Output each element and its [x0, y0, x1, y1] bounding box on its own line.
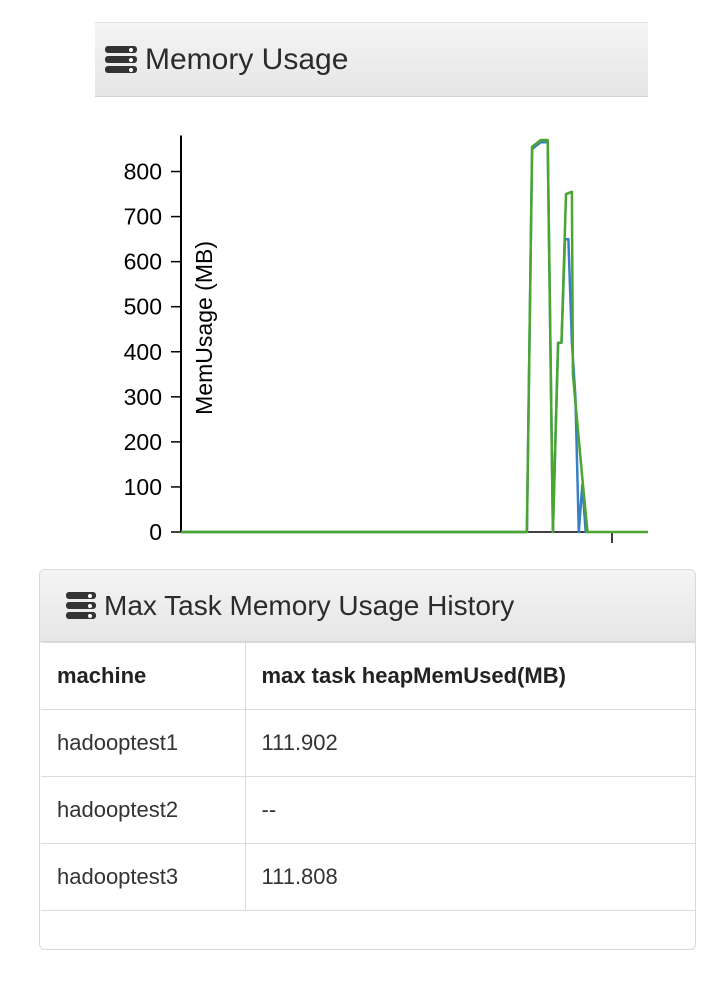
history-panel-header: Max Task Memory Usage History	[40, 570, 695, 642]
table-row: hadooptest2 --	[41, 776, 695, 844]
history-panel-title: Max Task Memory Usage History	[104, 589, 515, 621]
column-header-heap: max task heapMemUsed(MB)	[244, 642, 695, 710]
heap-value-cell: 111.902	[244, 709, 695, 777]
heap-value-cell: 111.808	[244, 843, 695, 911]
machine-cell: hadooptest2	[41, 776, 246, 844]
series-line-2	[181, 138, 648, 534]
database-icon	[66, 592, 96, 619]
column-header-machine: machine	[41, 642, 246, 710]
y-axis-label: MemUsage (MB)	[191, 241, 217, 415]
machine-cell: hadooptest1	[41, 709, 246, 777]
table-row: hadooptest1 111.902	[41, 709, 695, 777]
y-tick-label: 0	[149, 519, 162, 545]
y-tick-label: 800	[124, 159, 162, 185]
y-tick-label: 500	[124, 294, 162, 320]
memory-usage-chart: 0 100 200 300 400 500 600 700 800 MemUsage (MB)	[124, 135, 648, 545]
machine-cell: hadooptest3	[41, 843, 246, 911]
table-header-row: machine max task heapMemUsed(MB)	[41, 642, 695, 710]
y-tick-label: 300	[124, 384, 162, 410]
y-tick-label: 200	[124, 429, 162, 455]
y-tick-label: 600	[124, 249, 162, 275]
y-tick-label: 100	[124, 474, 162, 500]
max-task-memory-panel: Max Task Memory Usage History machine ma…	[39, 569, 696, 950]
memory-usage-title: Memory Usage	[145, 42, 349, 76]
y-tick-label: 700	[124, 204, 162, 230]
table-row: hadooptest3 111.808	[41, 843, 695, 911]
y-tick-label: 400	[124, 339, 162, 365]
memory-usage-header: Memory Usage	[95, 22, 648, 97]
history-table: machine max task heapMemUsed(MB) hadoopt…	[41, 642, 695, 911]
heap-value-cell: --	[244, 776, 695, 844]
database-icon	[105, 46, 137, 73]
